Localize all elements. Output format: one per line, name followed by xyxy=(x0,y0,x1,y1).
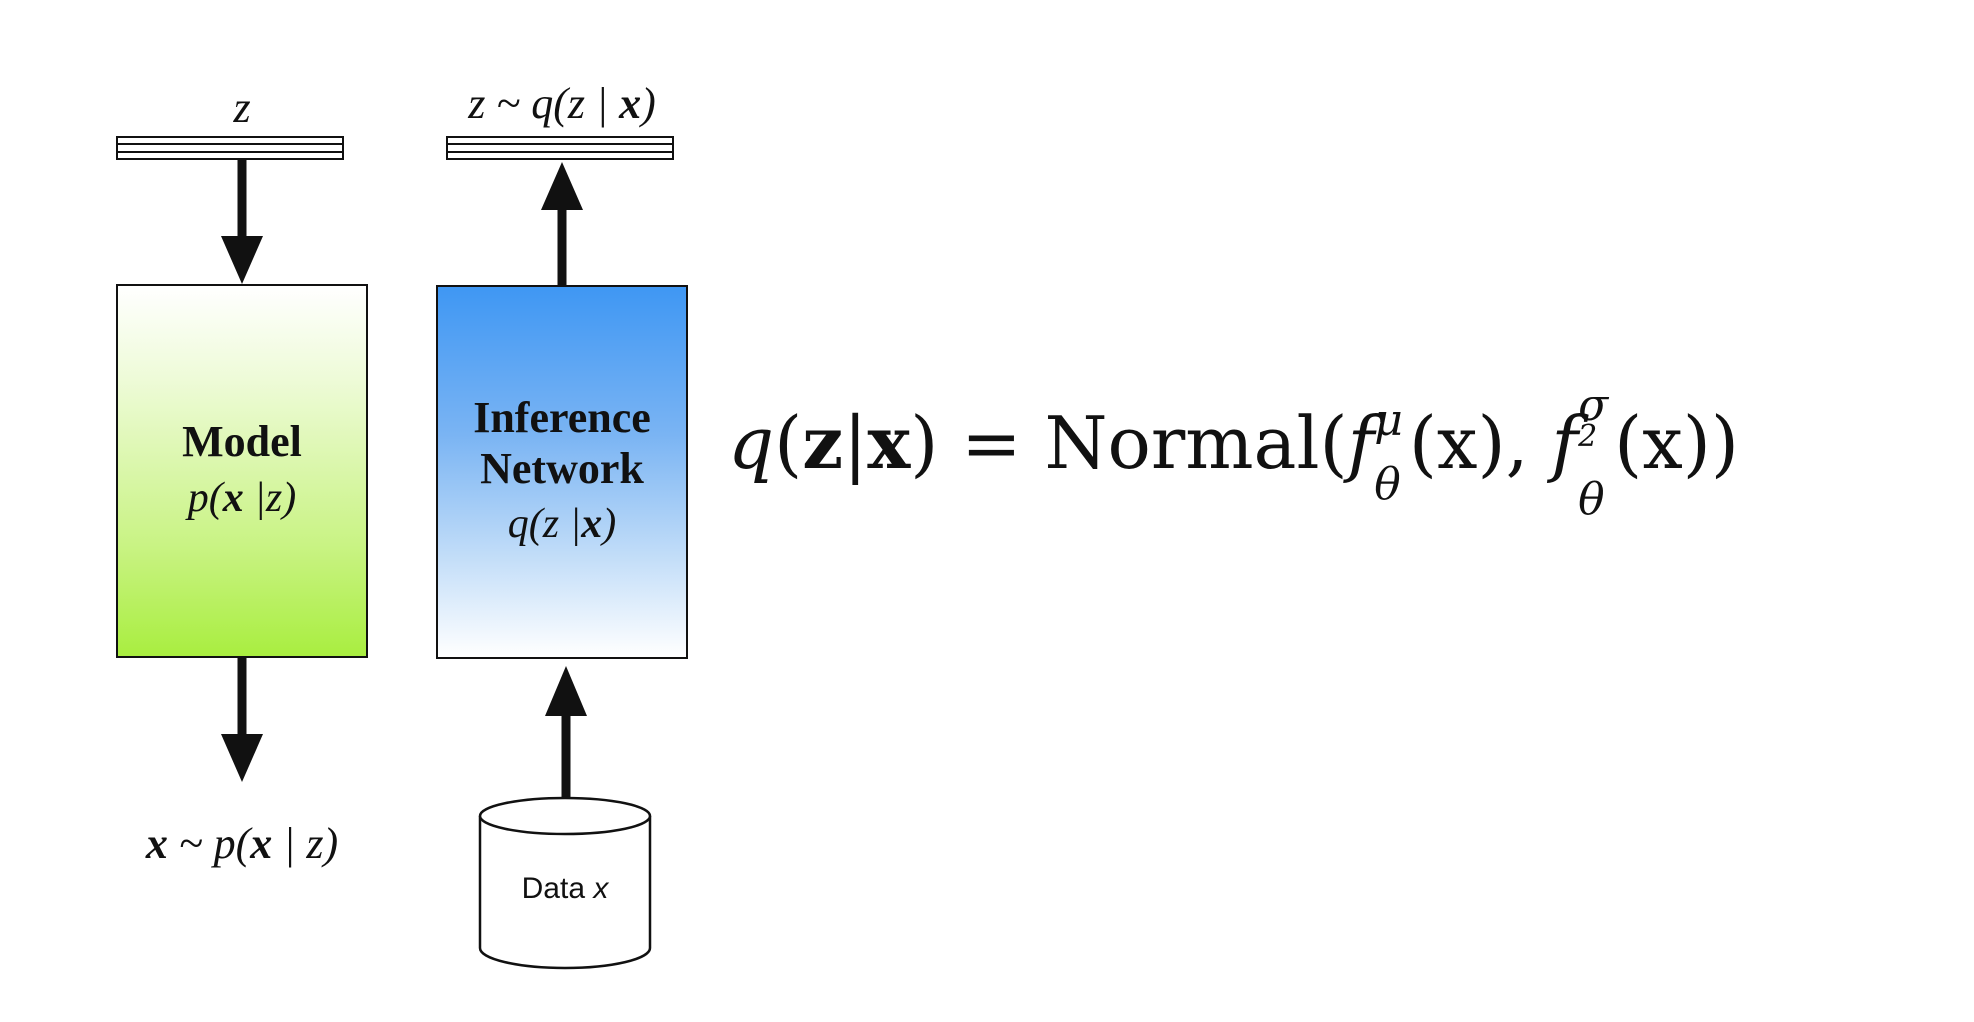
arrow-model-to-sample xyxy=(221,658,263,782)
model-latent-vector xyxy=(116,136,344,160)
model-box: Model p(x |z) xyxy=(116,284,368,658)
data-cylinder-icon xyxy=(478,796,652,970)
model-sample-label: x ~ p(x | z) xyxy=(145,819,339,868)
posterior-sample-label: z ~ q(z | x) xyxy=(468,79,656,128)
inference-title-line1: Inference xyxy=(473,393,651,443)
inference-network-box: Inference Network q(z |x) xyxy=(436,285,688,659)
model-distribution: p(x |z) xyxy=(187,475,297,522)
model-title: Model xyxy=(182,417,302,467)
inference-distribution: q(z |x) xyxy=(507,501,617,548)
arrow-latent-to-model xyxy=(221,160,263,284)
arrow-inference-to-latent xyxy=(541,162,583,285)
data-label: Data x xyxy=(521,872,609,905)
arrow-data-to-inference xyxy=(545,666,587,806)
posterior-equation: q(z|x) = Normal(f μ θ (x), f σ 2 θ (x)) xyxy=(728,380,1739,525)
model-latent-label: z xyxy=(233,83,251,132)
inference-title-line2: Network xyxy=(480,443,644,493)
inference-latent-vector xyxy=(446,136,674,160)
